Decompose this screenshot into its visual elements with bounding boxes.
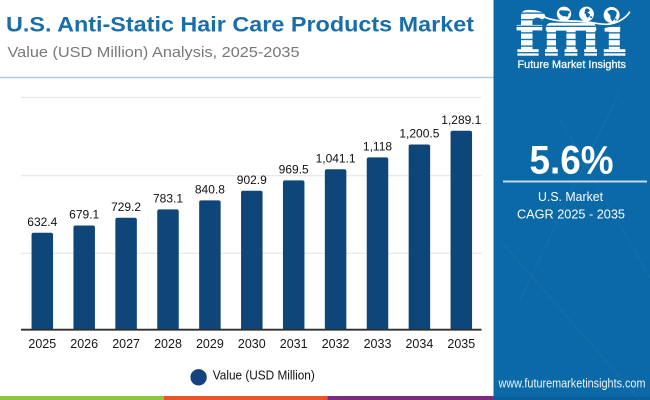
svg-text:1,289.1: 1,289.1: [441, 113, 481, 127]
svg-text:679.1: 679.1: [69, 208, 99, 222]
svg-text:632.4: 632.4: [27, 215, 57, 229]
svg-text:CAGR 2025 - 2035: CAGR 2025 - 2035: [517, 207, 625, 222]
svg-text:2025: 2025: [28, 337, 56, 351]
svg-text:Future Market Insights: Future Market Insights: [518, 59, 627, 71]
svg-text:1,200.5: 1,200.5: [399, 127, 439, 141]
svg-text:2029: 2029: [196, 337, 224, 351]
svg-text:840.8: 840.8: [195, 183, 225, 197]
svg-text:729.2: 729.2: [111, 200, 141, 214]
svg-text:Value (USD Million): Value (USD Million): [213, 367, 315, 382]
svg-text:2035: 2035: [447, 337, 475, 351]
svg-text:U.S. Market: U.S. Market: [538, 189, 603, 204]
svg-text:Value (USD Million) Analysis,: Value (USD Million) Analysis, 2025-2035: [8, 45, 300, 61]
svg-text:2027: 2027: [112, 337, 140, 351]
svg-text:1,041.1: 1,041.1: [316, 152, 356, 166]
svg-text:5.6%: 5.6%: [530, 139, 614, 183]
svg-text:2030: 2030: [238, 337, 266, 351]
svg-text:2034: 2034: [405, 337, 433, 351]
svg-text:2028: 2028: [154, 337, 182, 351]
svg-text:2026: 2026: [70, 337, 98, 351]
svg-text:www.futuremarketinsights.com: www.futuremarketinsights.com: [498, 376, 646, 390]
svg-text:2031: 2031: [280, 337, 308, 351]
svg-text:2033: 2033: [364, 337, 392, 351]
svg-text:783.1: 783.1: [153, 192, 183, 206]
svg-text:U.S. Anti-Static Hair Care Pro: U.S. Anti-Static Hair Care Products Mark…: [6, 13, 474, 37]
svg-text:902.9: 902.9: [237, 173, 267, 187]
svg-text:1,118: 1,118: [363, 140, 392, 154]
svg-text:2032: 2032: [322, 337, 350, 351]
svg-text:969.5: 969.5: [279, 163, 309, 177]
